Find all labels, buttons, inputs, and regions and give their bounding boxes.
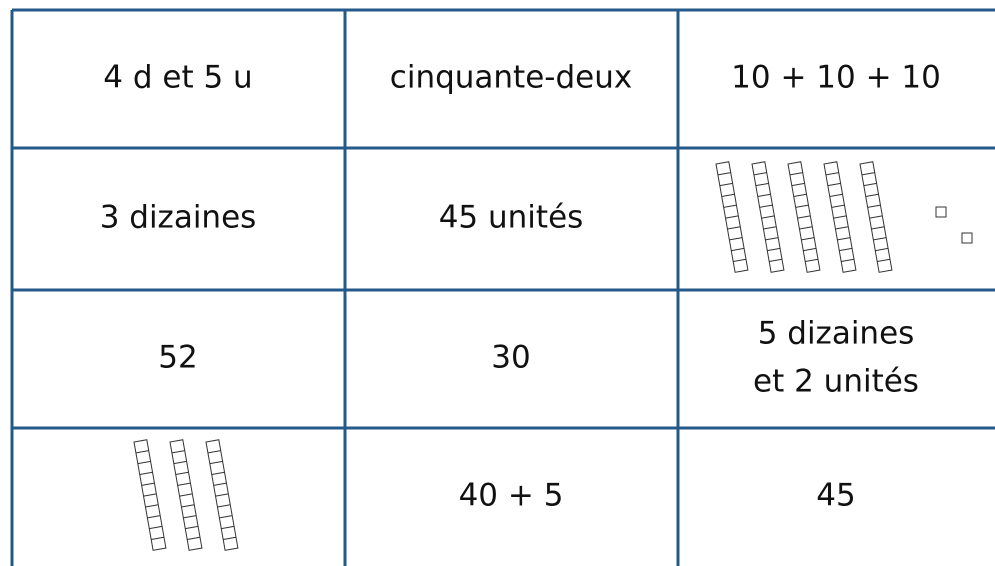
rod-divider [841, 258, 855, 262]
rod-divider [731, 247, 745, 252]
rod-divider [827, 182, 841, 187]
rod-divider [805, 258, 819, 262]
rod-divider [135, 450, 149, 454]
rod-divider [721, 193, 735, 197]
rod-divider [145, 504, 159, 508]
rod-divider [755, 182, 769, 187]
rod-divider [769, 258, 783, 262]
rod-divider [223, 536, 237, 540]
rod-divider [797, 215, 811, 219]
ten-rod [859, 161, 893, 273]
unit-cube [935, 206, 947, 218]
rod-divider [761, 215, 775, 219]
rod-divider [877, 258, 891, 262]
rod-divider [173, 460, 187, 465]
rod-divider [795, 204, 809, 208]
unit-cube [961, 232, 973, 244]
rod-divider [765, 237, 779, 241]
cell-text: et 2 unités [753, 364, 919, 400]
rod-divider [793, 193, 807, 197]
rod-divider [863, 182, 877, 187]
rod-divider [149, 525, 163, 530]
ten-rod [133, 439, 167, 551]
rod-divider [789, 172, 803, 176]
rod-divider [867, 204, 881, 208]
rod-divider [213, 482, 227, 486]
rod-divider [137, 460, 151, 465]
rod-divider [171, 450, 185, 454]
rod-divider [873, 237, 887, 241]
rod-divider [215, 493, 229, 497]
cell-text: 10 + 10 + 10 [731, 60, 941, 96]
cell-text: 3 dizaines [100, 200, 257, 236]
rod-divider [803, 247, 817, 252]
rod-divider [183, 515, 197, 519]
ten-rod [715, 161, 749, 273]
table-grid [10, 8, 995, 566]
cell-text: 45 unités [439, 200, 584, 236]
rod-divider [151, 536, 165, 540]
rod-divider [733, 258, 747, 262]
rod-divider [179, 493, 193, 497]
rod-divider [719, 182, 733, 187]
rod-divider [757, 193, 771, 197]
rod-divider [143, 493, 157, 497]
rod-divider [175, 471, 189, 475]
rod-divider [723, 204, 737, 208]
rod-divider [139, 471, 153, 475]
rod-divider [825, 172, 839, 176]
cell-text: 45 [816, 478, 855, 514]
rod-divider [717, 172, 731, 176]
rod-divider [833, 215, 847, 219]
cell-text: 40 + 5 [459, 478, 564, 514]
rod-divider [207, 450, 221, 454]
rod-divider [869, 215, 883, 219]
rod-divider [727, 226, 741, 230]
rod-divider [219, 515, 233, 519]
rod-divider [141, 482, 155, 486]
rod-divider [221, 525, 235, 530]
rod-divider [831, 204, 845, 208]
rod-divider [837, 237, 851, 241]
rod-divider [861, 172, 875, 176]
rod-divider [181, 504, 195, 508]
rod-divider [767, 247, 781, 252]
cell-text: 4 d et 5 u [103, 60, 252, 96]
ten-rod [787, 161, 821, 273]
rod-divider [185, 525, 199, 530]
rod-divider [801, 237, 815, 241]
cell-text: 30 [491, 340, 530, 376]
rod-divider [147, 515, 161, 519]
cell-text: 52 [158, 340, 197, 376]
rod-divider [839, 247, 853, 252]
rod-divider [217, 504, 231, 508]
rod-divider [759, 204, 773, 208]
ten-rod [751, 161, 785, 273]
ten-rod [169, 439, 203, 551]
rod-divider [211, 471, 225, 475]
ten-rod [823, 161, 857, 273]
rod-divider [763, 226, 777, 230]
rod-divider [829, 193, 843, 197]
rod-divider [753, 172, 767, 176]
rod-divider [209, 460, 223, 465]
rod-divider [875, 247, 889, 252]
rod-divider [871, 226, 885, 230]
cell-text: 5 dizaines [758, 316, 915, 352]
cell-text: cinquante-deux [390, 60, 632, 96]
rod-divider [177, 482, 191, 486]
ten-rod [205, 439, 239, 551]
rod-divider [865, 193, 879, 197]
rod-divider [835, 226, 849, 230]
rod-divider [729, 237, 743, 241]
rod-divider [791, 182, 805, 187]
rod-divider [725, 215, 739, 219]
rod-divider [799, 226, 813, 230]
rod-divider [187, 536, 201, 540]
